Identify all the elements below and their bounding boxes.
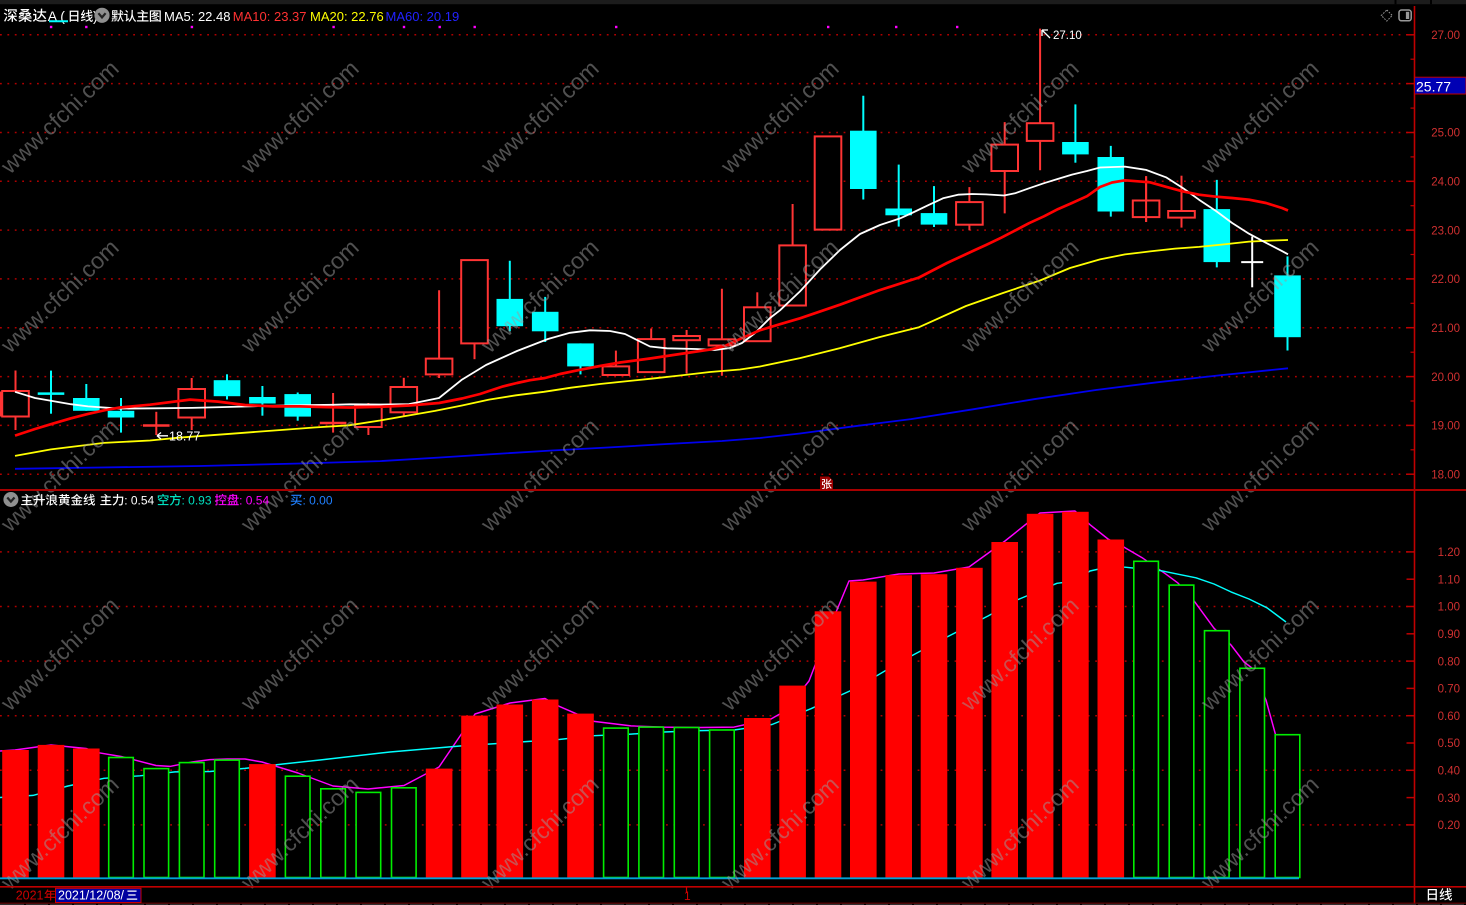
svg-text:2021/12/08/: 2021/12/08/ bbox=[58, 889, 125, 903]
svg-text:20.00: 20.00 bbox=[1431, 372, 1460, 384]
svg-text:22.00: 22.00 bbox=[1431, 274, 1460, 286]
svg-text:2021: 2021 bbox=[16, 889, 44, 903]
svg-text:19.00: 19.00 bbox=[1431, 421, 1460, 433]
svg-text:0.90: 0.90 bbox=[1438, 629, 1460, 641]
svg-text:1.00: 1.00 bbox=[1438, 602, 1460, 614]
svg-text:MA10: 23.37: MA10: 23.37 bbox=[233, 9, 307, 24]
svg-text:0.50: 0.50 bbox=[1438, 738, 1460, 750]
svg-text:27.00: 27.00 bbox=[1431, 30, 1460, 42]
svg-text:25.00: 25.00 bbox=[1431, 128, 1460, 140]
svg-text:27.10: 27.10 bbox=[1053, 30, 1082, 42]
svg-text:: 0.54: : 0.54 bbox=[239, 494, 269, 508]
svg-text:0.40: 0.40 bbox=[1438, 766, 1460, 778]
svg-text:: 0.93: : 0.93 bbox=[182, 494, 212, 508]
svg-text:: 0.54: : 0.54 bbox=[124, 494, 154, 508]
svg-text:24.00: 24.00 bbox=[1431, 177, 1460, 189]
svg-text:0.20: 0.20 bbox=[1438, 820, 1460, 832]
svg-text:0.70: 0.70 bbox=[1438, 684, 1460, 696]
svg-text:1.10: 1.10 bbox=[1438, 574, 1460, 586]
svg-text:MA20: 22.76: MA20: 22.76 bbox=[310, 9, 384, 24]
svg-text:1: 1 bbox=[684, 889, 691, 903]
svg-text:18.00: 18.00 bbox=[1431, 469, 1460, 481]
svg-text:MA60: 20.19: MA60: 20.19 bbox=[386, 9, 460, 24]
svg-text:18.77: 18.77 bbox=[169, 430, 200, 444]
svg-text:: 0.00: : 0.00 bbox=[303, 494, 333, 508]
svg-text:21.00: 21.00 bbox=[1431, 323, 1460, 335]
svg-text:25.77: 25.77 bbox=[1416, 78, 1451, 94]
svg-text:0.30: 0.30 bbox=[1438, 793, 1460, 805]
svg-text:1.20: 1.20 bbox=[1438, 547, 1460, 559]
svg-text:MA5: 22.48: MA5: 22.48 bbox=[164, 9, 231, 24]
svg-text:0.80: 0.80 bbox=[1438, 656, 1460, 668]
svg-text:0.60: 0.60 bbox=[1438, 711, 1460, 723]
svg-text:A (: A ( bbox=[48, 8, 65, 24]
svg-text:23.00: 23.00 bbox=[1431, 225, 1460, 237]
